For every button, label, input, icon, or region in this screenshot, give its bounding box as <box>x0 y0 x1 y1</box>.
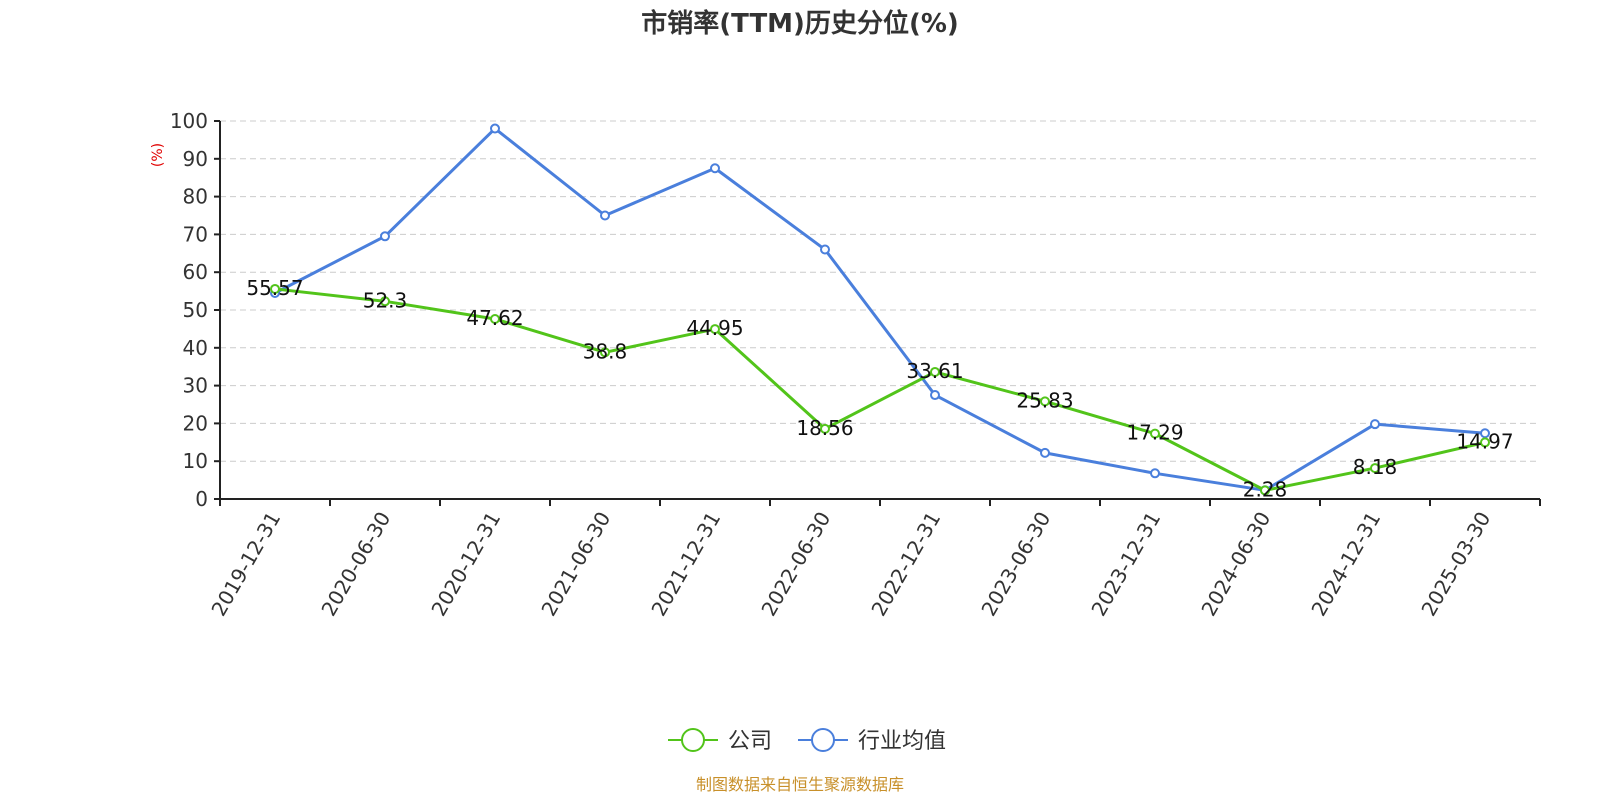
legend-label: 行业均值 <box>858 729 946 754</box>
legend-marker <box>681 728 705 752</box>
legend-item[interactable]: 行业均值 <box>798 728 946 754</box>
x-tick-label: 2019-12-31 <box>206 508 285 621</box>
data-point[interactable] <box>930 390 940 401</box>
data-point[interactable] <box>1150 468 1160 479</box>
data-point[interactable] <box>380 296 390 307</box>
data-label: 47.62 <box>466 306 523 330</box>
data-label: 52.3 <box>363 288 408 312</box>
legend-label: 公司 <box>728 729 772 754</box>
data-point[interactable] <box>270 283 280 294</box>
data-point[interactable] <box>490 313 500 324</box>
data-point[interactable] <box>490 123 500 134</box>
data-point[interactable] <box>1150 428 1160 439</box>
x-tick-label: 2024-06-30 <box>1196 508 1275 621</box>
y-tick-label: 70 <box>183 222 208 246</box>
data-point[interactable] <box>820 423 830 434</box>
data-label: 38.8 <box>583 339 628 363</box>
data-label: 25.83 <box>1016 388 1073 412</box>
data-point[interactable] <box>820 244 830 255</box>
data-labels: 55.57 52.3 47.62 38.8 44.95 18.56 33.61 25.83 17… <box>246 276 1513 501</box>
x-tick-label: 2020-12-31 <box>426 508 505 621</box>
x-tick-label: 2025-03-30 <box>1416 508 1495 621</box>
x-tick-label: 2021-12-31 <box>646 508 725 621</box>
y-tick-label: 10 <box>183 449 208 473</box>
y-tick-label: 20 <box>183 411 208 435</box>
data-label: 2.28 <box>1243 477 1288 501</box>
x-tick-label: 2023-12-31 <box>1086 508 1165 621</box>
data-point[interactable] <box>1040 396 1050 407</box>
legend[interactable]: 公司 行业均值 <box>668 728 946 754</box>
data-label: 17.29 <box>1126 421 1183 445</box>
y-tick-label: 30 <box>183 374 208 398</box>
x-tick-label: 2023-06-30 <box>976 508 1055 621</box>
data-point[interactable] <box>1260 485 1270 496</box>
chart-title: 市销率(TTM)历史分位(%) <box>641 8 959 39</box>
data-point[interactable] <box>1480 428 1490 439</box>
series-line <box>274 127 1486 492</box>
data-point[interactable] <box>1040 447 1050 458</box>
x-tick-label: 2021-06-30 <box>536 508 615 621</box>
x-tick-label: 2020-06-30 <box>316 508 395 621</box>
data-point[interactable] <box>600 210 610 221</box>
data-point[interactable] <box>710 324 720 335</box>
data-point[interactable] <box>1370 419 1380 430</box>
data-label: 18.56 <box>796 416 853 440</box>
x-tick-label: 2024-12-31 <box>1306 508 1385 621</box>
data-point[interactable] <box>380 231 390 242</box>
y-tick-label: 50 <box>183 298 208 322</box>
data-point[interactable] <box>1480 437 1490 448</box>
y-tick-label: 100 <box>170 109 208 133</box>
data-point[interactable] <box>710 163 720 174</box>
x-tick-label: 2022-06-30 <box>756 508 835 621</box>
data-label: 14.97 <box>1456 429 1513 453</box>
y-tick-label: 80 <box>183 185 208 209</box>
data-label: 44.95 <box>686 316 743 340</box>
data-point[interactable] <box>600 347 610 358</box>
x-axis-ticks: 2019-12-31 2020-06-30 2020-12-31 2021-06-30… <box>206 499 1541 621</box>
gridlines <box>220 120 1540 462</box>
y-axis-unit-label: (%) <box>150 143 166 167</box>
y-tick-label: 90 <box>183 147 208 171</box>
data-label: 33.61 <box>906 359 963 383</box>
x-tick-label: 2022-12-31 <box>866 508 945 621</box>
data-label: 55.57 <box>246 276 303 300</box>
data-point[interactable] <box>1370 463 1380 474</box>
source-note: 制图数据来自恒生聚源数据库 <box>696 775 904 794</box>
y-tick-label: 0 <box>195 487 208 511</box>
legend-item[interactable]: 公司 <box>668 728 772 754</box>
y-tick-label: 40 <box>183 336 208 360</box>
series-group <box>270 123 1490 496</box>
y-axis-ticks: 0 10 20 30 40 50 60 70 80 90 100 <box>170 109 220 511</box>
y-tick-label: 60 <box>183 260 208 284</box>
series-line <box>274 287 1486 492</box>
data-label: 8.18 <box>1353 455 1398 479</box>
legend-marker <box>811 728 835 752</box>
data-point[interactable] <box>930 366 940 377</box>
